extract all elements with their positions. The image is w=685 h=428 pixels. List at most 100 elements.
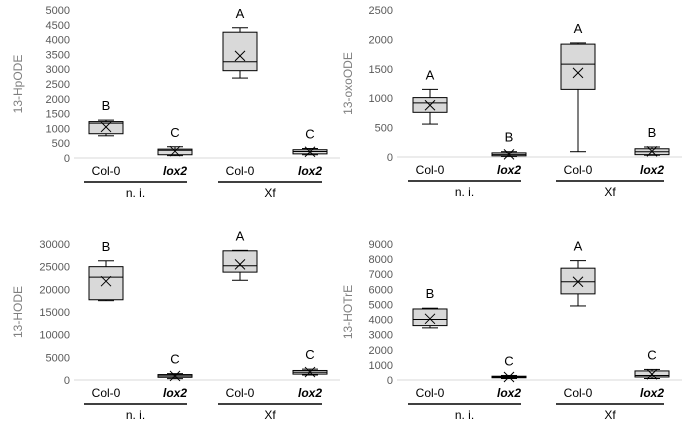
significance-letter: B (505, 130, 514, 145)
x-category-label: lox2 (163, 164, 187, 178)
box-lox2-xf: C (292, 347, 328, 378)
y-tick-label: 2000 (369, 34, 393, 46)
box-lox2-xf: C (292, 127, 328, 158)
box-lox2-xf: C (634, 347, 670, 380)
mean-marker (646, 368, 658, 380)
y-tick-label: 500 (52, 138, 70, 150)
box-col-0-ni: B (88, 239, 124, 302)
chart-panel-2: 0 500 1000 1500 2000 2500 13-oxoODE A B A B Col-0 lo… (341, 5, 682, 199)
box-iqr (560, 43, 596, 90)
mean-marker (100, 275, 112, 287)
x-category-label: Col-0 (92, 164, 121, 178)
chart-panel-4: 0 1000 2000 3000 4000 5000 6000 7000 8000 9000 13-… (341, 239, 682, 422)
group-label: n. i. (126, 186, 145, 200)
y-tick-label: 2500 (369, 5, 393, 17)
x-category-label: Col-0 (226, 386, 255, 400)
y-tick-label: 4500 (46, 20, 70, 32)
y-tick-label: 10000 (39, 330, 70, 342)
significance-letter: B (102, 98, 111, 113)
significance-letter: C (305, 127, 314, 142)
mean-marker (234, 50, 246, 62)
mean-marker (304, 366, 316, 378)
significance-letter: A (574, 239, 583, 254)
mean-marker (424, 313, 436, 325)
x-category-label: lox2 (497, 163, 521, 177)
mean-marker (646, 146, 658, 157)
mean-marker (234, 259, 246, 270)
mean-marker (572, 67, 584, 79)
significance-letter: B (426, 286, 435, 301)
box-lox2-xf: B (634, 125, 670, 157)
significance-letter: C (504, 353, 513, 368)
y-tick-label: 9000 (369, 239, 393, 251)
chart-panel-1: 0 500 1000 1500 2000 2500 3000 3500 4000 4500 5000… (11, 5, 340, 200)
x-category-label: Col-0 (564, 386, 593, 400)
box-iqr (88, 121, 124, 135)
box-col-0-ni: A (412, 67, 448, 125)
mean-marker (169, 145, 181, 157)
group-label: Xf (604, 408, 616, 422)
mean-marker (304, 146, 316, 158)
box-iqr (222, 250, 258, 273)
x-category-label: lox2 (497, 386, 521, 400)
significance-letter: A (574, 21, 583, 36)
x-category-label: lox2 (640, 163, 664, 177)
significance-letter: A (236, 228, 245, 243)
x-category-label: lox2 (640, 386, 664, 400)
mean-marker (503, 149, 515, 160)
box-lox2-ni: B (491, 130, 527, 160)
box-col-0-ni: B (88, 98, 124, 137)
mean-marker (169, 370, 181, 382)
significance-letter: B (102, 239, 111, 254)
group-label: n. i. (126, 408, 145, 422)
group-label: Xf (264, 408, 276, 422)
mean-marker (424, 99, 436, 111)
x-category-label: Col-0 (564, 163, 593, 177)
y-tick-label: 3500 (46, 49, 70, 61)
x-category-label: lox2 (298, 164, 322, 178)
x-category-label: lox2 (163, 386, 187, 400)
y-tick-label: 0 (387, 375, 393, 387)
mean-marker (100, 121, 112, 133)
y-tick-label: 5000 (369, 299, 393, 311)
significance-letter: A (426, 67, 435, 82)
y-tick-label: 2000 (46, 94, 70, 106)
y-tick-label: 1500 (369, 64, 393, 76)
box-lox2-ni: C (157, 125, 193, 157)
y-tick-label: 8000 (369, 254, 393, 266)
y-tick-label: 15000 (39, 307, 70, 319)
y-axis-label: 13-HpODE (11, 55, 25, 114)
group-label: n. i. (455, 185, 474, 199)
box-col-0-xf: A (222, 6, 258, 79)
y-tick-label: 25000 (39, 262, 70, 274)
y-tick-label: 2500 (46, 79, 70, 91)
significance-letter: C (170, 125, 179, 140)
x-category-label: Col-0 (226, 164, 255, 178)
y-tick-label: 6000 (369, 284, 393, 296)
y-tick-label: 7000 (369, 269, 393, 281)
chart-panel-3: 0 5000 10000 15000 20000 25000 30000 13-HODE B C A… (11, 228, 340, 422)
y-tick-label: 1000 (46, 123, 70, 135)
box-col-0-ni: B (412, 286, 448, 329)
y-tick-label: 0 (387, 152, 393, 164)
x-category-label: Col-0 (92, 386, 121, 400)
group-label: Xf (604, 185, 616, 199)
mean-marker (503, 371, 515, 383)
box-iqr (560, 267, 596, 295)
box-iqr (222, 31, 258, 72)
y-tick-label: 0 (64, 153, 70, 165)
y-axis-label: 13-HOTrE (341, 285, 355, 339)
y-tick-label: 20000 (39, 284, 70, 296)
y-axis-label: 13-oxoODE (341, 52, 355, 115)
y-tick-label: 500 (375, 123, 393, 135)
significance-letter: C (647, 347, 656, 362)
significance-letter: B (648, 125, 657, 140)
box-lox2-ni: C (157, 352, 193, 382)
group-label: n. i. (455, 408, 474, 422)
significance-letter: C (305, 347, 314, 362)
y-tick-label: 30000 (39, 239, 70, 251)
mean-marker (572, 276, 584, 288)
significance-letter: C (170, 352, 179, 367)
y-tick-label: 0 (64, 375, 70, 387)
